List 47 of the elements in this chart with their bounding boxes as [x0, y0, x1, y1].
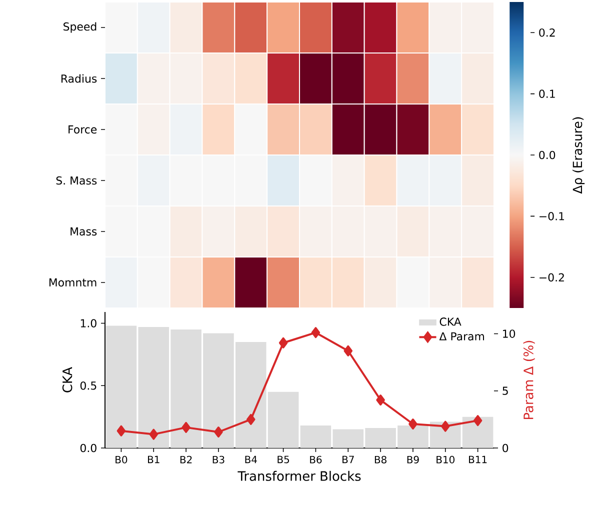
y-tick-label: Radius	[61, 74, 97, 83]
x-tick-label: B11	[469, 456, 487, 464]
y2-tick-label: 10	[503, 330, 516, 338]
x-tick-label: B10	[436, 456, 454, 464]
color-bar-label: 0.0	[539, 150, 556, 160]
y-tick-label: 0.5	[80, 381, 96, 390]
x-tick-label: B1	[148, 456, 160, 464]
color-bar-label: −0.2	[540, 273, 564, 282]
point	[311, 327, 320, 338]
x-tick-label: B0	[116, 456, 128, 464]
color-bar-label: 0.1	[539, 90, 555, 98]
y-tick-label: Speed	[64, 22, 96, 33]
x-tick-label: B5	[278, 456, 290, 464]
point	[149, 428, 158, 440]
point	[214, 426, 223, 438]
point	[344, 345, 353, 356]
y2-axis-title: Param Δ (%)	[523, 340, 535, 420]
x-tick-label: B9	[407, 456, 419, 464]
x-tick-label: B3	[212, 456, 224, 464]
point	[473, 415, 482, 426]
point	[182, 422, 190, 433]
y-tick-label: Force	[68, 125, 97, 134]
x-tick-label: B2	[180, 456, 192, 464]
y-tick-label: 0.0	[80, 444, 96, 452]
x-tick-label: B4	[245, 456, 257, 464]
y-tick-label: S. Mass	[56, 176, 97, 185]
point	[246, 414, 256, 425]
x-axis-title: Transformer Blocks	[238, 470, 361, 481]
y2-tick-label: 5	[502, 386, 508, 395]
point	[408, 418, 418, 430]
y-tick-label: Momntm	[49, 278, 96, 287]
point	[441, 420, 450, 432]
color-bar-title: Δρ (Erasure)	[572, 117, 585, 194]
point	[116, 425, 126, 436]
legend-label: Δ Param	[439, 332, 484, 340]
x-tick-label: B7	[342, 456, 354, 464]
point	[376, 394, 385, 406]
y-tick-label: 1.0	[80, 319, 96, 328]
color-bar-label: 0.2	[539, 28, 555, 37]
y-axis-title: CKA	[62, 367, 72, 392]
color-bar-label: −0.1	[540, 212, 564, 220]
y2-tick-label: 0	[502, 444, 508, 452]
legend-label: CKA	[440, 318, 462, 326]
x-tick-label: B6	[310, 456, 322, 464]
x-tick-label: B8	[374, 456, 386, 464]
y-tick-label: Mass	[70, 227, 97, 236]
point	[278, 337, 288, 348]
